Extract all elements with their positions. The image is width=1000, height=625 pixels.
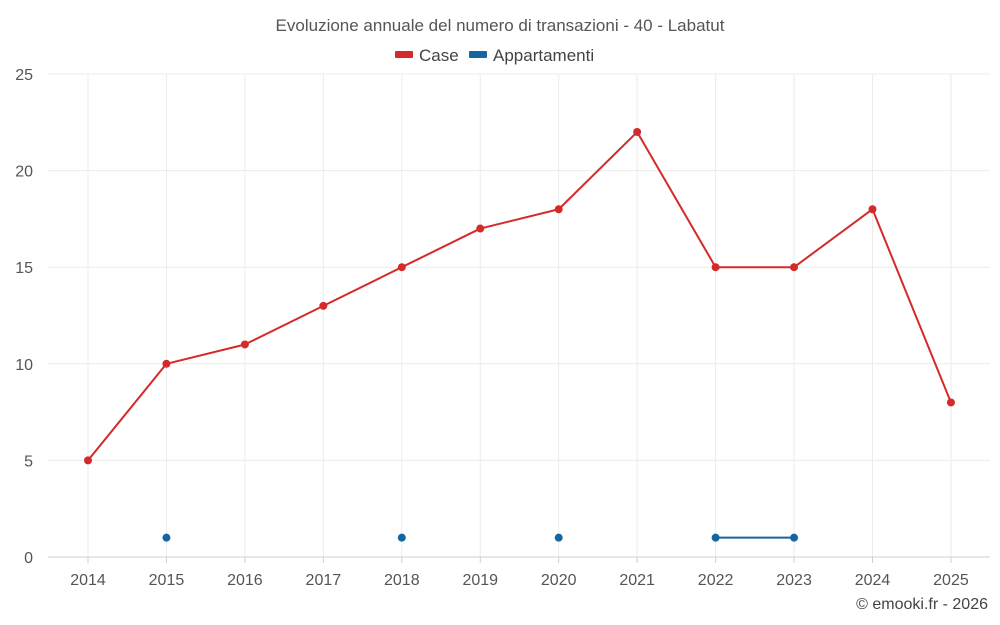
data-point-case[interactable] (162, 359, 171, 368)
series-line-segment-case (400, 227, 482, 269)
x-tick-label: 2022 (698, 572, 734, 589)
legend-label-case: Case (419, 46, 459, 65)
x-tick-label: 2017 (306, 572, 342, 589)
data-point-appartamenti[interactable] (790, 533, 799, 542)
x-tick-label: 2018 (384, 572, 420, 589)
series-line-segment-case (87, 362, 168, 462)
data-point-case[interactable] (868, 205, 877, 214)
x-tick-label: 2025 (933, 572, 969, 589)
series-appartamenti (162, 533, 799, 542)
series-case (84, 127, 955, 465)
data-point-appartamenti[interactable] (711, 533, 720, 542)
x-tick-label: 2024 (855, 572, 891, 589)
legend-item-case[interactable]: Case (395, 46, 459, 65)
y-axis: 0 5 10 15 20 25 (15, 67, 33, 567)
data-point-case[interactable] (397, 263, 406, 272)
grid (48, 73, 990, 557)
data-point-case[interactable] (711, 263, 720, 272)
credit-text: © emooki.fr - 2026 (856, 596, 988, 613)
data-point-appartamenti[interactable] (397, 533, 406, 542)
x-tick-label: 2019 (462, 572, 498, 589)
x-tick-label: 2016 (227, 572, 263, 589)
series-line-segment-case (557, 130, 639, 211)
data-point-case[interactable] (633, 127, 642, 136)
y-tick-label: 5 (24, 453, 33, 470)
legend-swatch-case (395, 51, 413, 58)
series-line-segment-case (871, 208, 952, 404)
chart-title: Evoluzione annuale del numero di transaz… (276, 16, 725, 35)
y-tick-label: 25 (15, 67, 33, 84)
legend: Case Appartamenti (395, 46, 594, 65)
y-tick-label: 10 (15, 357, 33, 374)
x-tick-label: 2015 (149, 572, 185, 589)
y-tick-label: 0 (24, 550, 33, 567)
series-line-segment-case (636, 130, 717, 269)
legend-label-appartamenti: Appartamenti (493, 46, 594, 65)
x-tick-label: 2014 (70, 572, 106, 589)
data-point-case[interactable] (84, 456, 92, 465)
data-point-case[interactable] (554, 205, 563, 214)
data-point-case[interactable] (476, 224, 485, 233)
data-point-case[interactable] (790, 263, 799, 272)
data-point-case[interactable] (319, 301, 328, 310)
legend-swatch-appartamenti (469, 51, 487, 58)
data-point-appartamenti[interactable] (162, 533, 171, 542)
series-line-segment-case (165, 343, 246, 365)
y-tick-label: 15 (15, 260, 33, 277)
x-tick-label: 2023 (776, 572, 812, 589)
series-line-segment-case (322, 266, 403, 307)
x-tick-label: 2020 (541, 572, 577, 589)
series-line-segment-case (243, 304, 325, 346)
data-point-case[interactable] (946, 398, 955, 407)
series-line-segment-case (479, 208, 560, 230)
series-layer (84, 127, 955, 542)
data-point-case[interactable] (240, 340, 249, 349)
x-tick-label: 2021 (619, 572, 655, 589)
x-axis: 2014 2015 2016 2017 2018 2019 2020 2021 2022 2023… (48, 556, 990, 589)
y-tick-label: 20 (15, 164, 33, 181)
series-line-segment-case (793, 208, 874, 269)
data-point-appartamenti[interactable] (554, 533, 563, 542)
legend-item-appartamenti[interactable]: Appartamenti (469, 46, 594, 65)
